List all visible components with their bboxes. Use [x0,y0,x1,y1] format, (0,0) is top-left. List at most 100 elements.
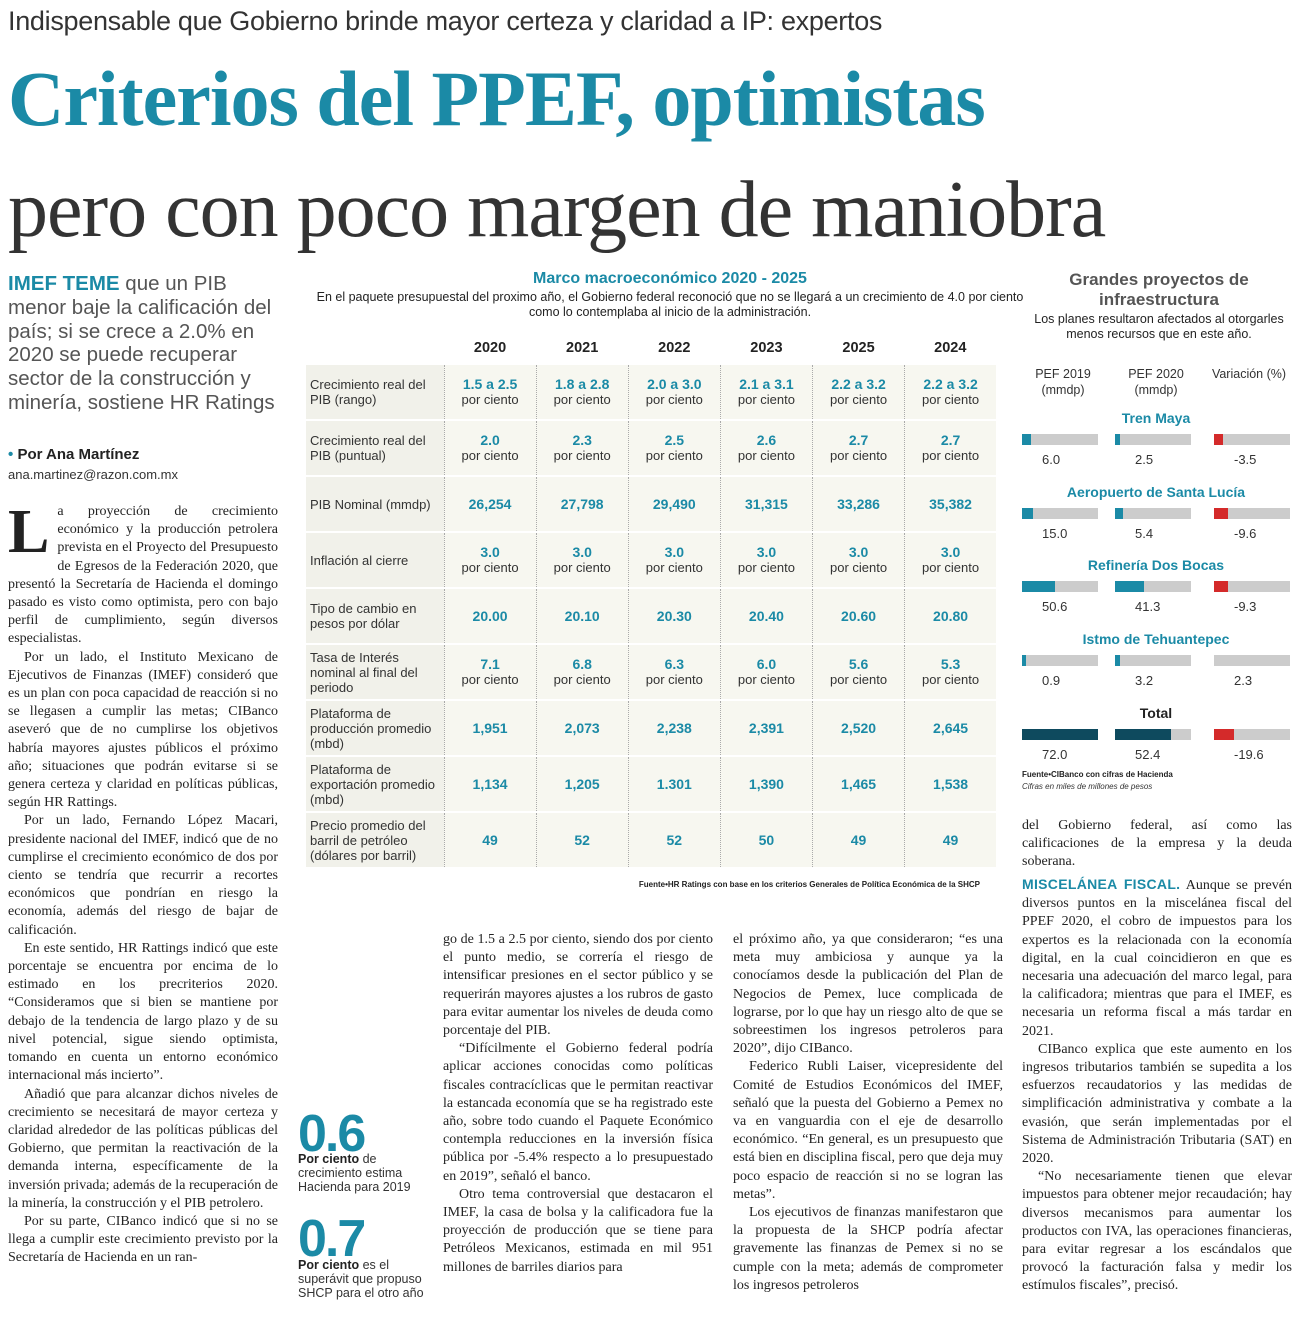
row-label: Tipo de cambio en pesos por dólar [306,587,444,644]
table-cell: 26,254 [443,475,537,532]
cell-value: 20.00 [472,607,508,624]
paragraph: “No necesariamente tienen que elevar imp… [1022,1169,1292,1294]
project-value: -9.6 [1234,526,1257,541]
paragraph: “Difícilmente el Gobierno federal podría… [443,1041,713,1184]
table-header-year: 2021 [566,340,599,356]
table-cell: 49 [443,811,537,867]
cell-value: 2,391 [748,719,784,736]
table-cell: 2.2 a 3.2 por ciento [811,363,905,420]
table-cell: 2,520 [811,699,905,756]
project-value: 2.3 [1234,673,1253,688]
cell-unit: por ciento [645,448,703,463]
article-column-4-top: del Gobierno federal, así como las calif… [1022,817,1292,872]
cell-unit: por ciento [830,560,888,575]
cell-unit: por ciento [645,392,703,407]
cell-value: 3.0 [664,544,685,560]
cell-unit: por ciento [922,448,980,463]
table-cell: 49 [811,811,905,867]
table-cell: 5.6 por ciento [811,643,905,700]
table-cell: 49 [904,811,996,867]
cell-value: 2,073 [564,719,600,736]
projects-source: Fuente•CIBanco con cifras de Hacienda [1022,770,1173,779]
cell-value: 6.3 [664,656,685,672]
stat-caption-bold: Por ciento [298,1258,360,1272]
table-cell: 35,382 [904,475,996,532]
table-row: Tasa de Interés nominal al final del per… [306,643,996,700]
cell-unit: por ciento [830,448,888,463]
table-cell: 29,490 [627,475,721,532]
cell-value: 1.8 a 2.8 [554,376,610,392]
table-cell: 6.0 por ciento [719,643,813,700]
cell-value: 1,390 [748,775,784,792]
cell-value: 2,645 [933,719,969,736]
lead-text: que un PIB menor baje la calificación de… [8,272,275,414]
table-source: Fuente•HR Ratings con base en los criter… [638,880,980,889]
cell-value: 3.0 [848,544,869,560]
table-cell: 2.0 a 3.0 por ciento [627,363,721,420]
cell-value: 49 [850,831,867,848]
table-cell: 2,073 [535,699,629,756]
cell-value: 2.1 a 3.1 [739,376,794,392]
project-bar [1022,581,1098,592]
stat-number: 0.6 [298,1105,366,1163]
table-cell: 2.5 por ciento [627,419,721,476]
table-cell: 6.8 por ciento [535,643,629,700]
table-cell: 31,315 [719,475,813,532]
project-bar [1214,655,1290,666]
project-value: 5.4 [1135,526,1154,541]
table-cell: 27,798 [535,475,629,532]
table-cell: 2,391 [719,699,813,756]
cell-value: 3.0 [480,544,500,560]
projects-note: Cifras en miles de millones de pesos [1022,782,1153,791]
table-cell: 20.00 [443,587,537,644]
paragraph: Añadió que para alcanzar dichos niveles … [8,1086,278,1211]
table-cell: 6.3 por ciento [627,643,721,700]
table-cell: 52 [535,811,629,867]
paragraph: Por su parte, CIBanco indicó que si no s… [8,1213,278,1266]
project-value: 6.0 [1042,452,1061,467]
cell-value: 50 [758,831,775,848]
table-cell: 1,205 [535,755,629,812]
table-header-year: 2022 [658,340,691,356]
table-row: Precio promedio del barril de petróleo (… [306,811,996,867]
project-bar [1022,434,1098,445]
table-subtitle-text: En el paquete presupuestal del proximo a… [316,290,1024,319]
cell-value: 2.7 [940,432,961,448]
cell-unit: por ciento [553,672,611,687]
cell-value: 35,382 [929,495,972,512]
project-value: 2.5 [1135,452,1154,467]
cell-value: 20.60 [841,607,877,624]
project-bar [1214,434,1290,445]
cell-unit: por ciento [461,672,519,687]
paragraph: Por un lado, el Instituto Mexicano de Ej… [8,649,278,811]
cell-value: 2.3 [572,432,592,448]
project-bar [1115,729,1191,740]
project-bar-fill [1022,581,1056,592]
cell-unit: por ciento [830,392,888,407]
table-cell: 20.60 [811,587,905,644]
cell-value: 1.5 a 2.5 [462,376,518,392]
project-value: 3.2 [1135,673,1154,688]
stat-caption-text: de crecimiento estima Hacienda para 2019 [298,1152,411,1194]
project-bar [1022,508,1098,519]
row-label: Tasa de Interés nominal al final del per… [306,643,444,700]
project-bar-fill [1022,729,1098,740]
table-cell: 7.1 por ciento [443,643,537,700]
project-value: -9.3 [1234,599,1257,614]
cell-value: 33,286 [837,495,880,512]
project-bar-fill [1115,655,1120,666]
table-cell: 2.1 a 3.1 por ciento [719,363,813,420]
table-cell: 3.0 por ciento [535,531,629,588]
paragraph: el próximo año, ya que consideraron; “es… [733,932,1003,1057]
table-title: Marco macroeconómico 2020 - 2025 [533,270,807,287]
project-bar [1022,729,1098,740]
table-cell: 52 [627,811,721,867]
cell-unit: por ciento [553,560,611,575]
project-bar [1115,655,1191,666]
table-cell: 2,238 [627,699,721,756]
author-email: ana.martinez@razon.com.mx [8,467,178,482]
paragraph: Los ejecutivos de finanzas manifestaron … [733,1205,1003,1293]
table-cell: 20.80 [904,587,996,644]
cell-value: 27,798 [560,495,604,512]
project-name: Tren Maya [1121,410,1191,426]
